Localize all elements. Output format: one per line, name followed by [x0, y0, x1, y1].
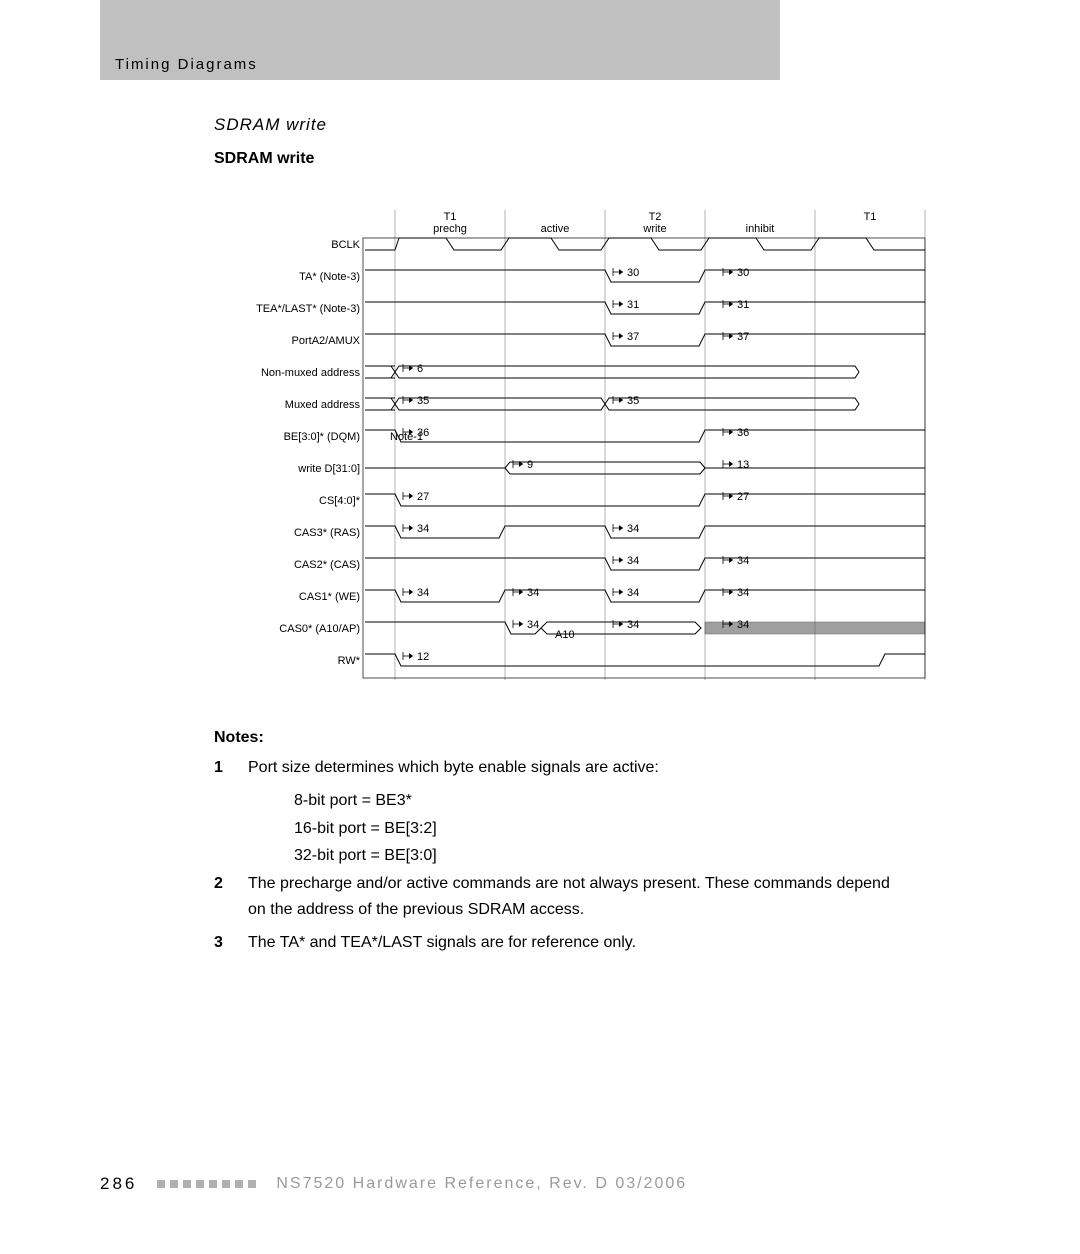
svg-text:CAS3* (RAS): CAS3* (RAS) [294, 527, 360, 539]
svg-text:6: 6 [417, 363, 423, 375]
svg-text:inhibit: inhibit [746, 223, 775, 235]
svg-text:34: 34 [627, 619, 639, 631]
svg-text:BE[3:0]* (DQM): BE[3:0]* (DQM) [284, 431, 360, 443]
svg-text:34: 34 [737, 555, 749, 567]
svg-text:31: 31 [627, 299, 639, 311]
svg-text:Non-muxed address: Non-muxed address [261, 367, 361, 379]
svg-text:T1: T1 [444, 211, 457, 223]
svg-text:A10: A10 [555, 629, 575, 641]
svg-text:CS[4:0]*: CS[4:0]* [319, 495, 361, 507]
svg-text:37: 37 [737, 331, 749, 343]
svg-text:27: 27 [737, 491, 749, 503]
svg-text:write D[31:0]: write D[31:0] [297, 463, 360, 475]
svg-text:34: 34 [527, 587, 539, 599]
note-item: 2The precharge and/or active commands ar… [214, 871, 904, 922]
svg-text:RW*: RW* [338, 655, 361, 667]
svg-text:PortA2/AMUX: PortA2/AMUX [292, 335, 361, 347]
svg-text:34: 34 [737, 587, 749, 599]
svg-text:31: 31 [737, 299, 749, 311]
svg-text:12: 12 [417, 651, 429, 663]
note-sub: 16-bit port = BE[3:2] [294, 816, 904, 842]
section-title-italic: SDRAM write [214, 115, 327, 135]
footer-text: NS7520 Hardware Reference, Rev. D 03/200… [276, 1175, 687, 1193]
svg-text:36: 36 [417, 427, 429, 439]
footer-squares [157, 1180, 256, 1188]
section-title-bold: SDRAM write [214, 150, 314, 168]
svg-text:13: 13 [737, 459, 749, 471]
note-sub: 8-bit port = BE3* [294, 788, 904, 814]
timing-diagram: T1prechgactiveT2writeinhibitT1BCLKTA* (N… [195, 210, 935, 690]
svg-text:27: 27 [417, 491, 429, 503]
svg-text:T2: T2 [649, 211, 662, 223]
svg-text:TEA*/LAST* (Note-3): TEA*/LAST* (Note-3) [256, 303, 360, 315]
note-sub: 32-bit port = BE[3:0] [294, 843, 904, 869]
svg-text:9: 9 [527, 459, 533, 471]
notes-section: Notes: 1Port size determines which byte … [214, 725, 904, 964]
svg-text:37: 37 [627, 331, 639, 343]
svg-text:active: active [541, 223, 570, 235]
svg-text:34: 34 [417, 523, 429, 535]
svg-text:TA* (Note-3): TA* (Note-3) [299, 271, 360, 283]
svg-text:36: 36 [737, 427, 749, 439]
svg-text:write: write [642, 223, 666, 235]
svg-text:34: 34 [627, 587, 639, 599]
note-item: 1Port size determines which byte enable … [214, 755, 904, 781]
svg-text:34: 34 [627, 523, 639, 535]
svg-text:30: 30 [737, 267, 749, 279]
svg-text:CAS2* (CAS): CAS2* (CAS) [294, 559, 360, 571]
notes-heading: Notes: [214, 725, 904, 751]
svg-text:35: 35 [627, 395, 639, 407]
svg-text:34: 34 [417, 587, 429, 599]
svg-text:prechg: prechg [433, 223, 467, 235]
footer: 286 NS7520 Hardware Reference, Rev. D 03… [100, 1174, 687, 1194]
svg-text:Muxed address: Muxed address [285, 399, 361, 411]
svg-text:30: 30 [627, 267, 639, 279]
header-section: Timing Diagrams [115, 56, 258, 73]
svg-text:34: 34 [627, 555, 639, 567]
svg-text:CAS1* (WE): CAS1* (WE) [299, 591, 360, 603]
note-item: 3The TA* and TEA*/LAST signals are for r… [214, 930, 904, 956]
svg-text:BCLK: BCLK [331, 239, 360, 251]
svg-text:34: 34 [737, 619, 749, 631]
svg-text:T1: T1 [864, 211, 877, 223]
svg-text:34: 34 [527, 619, 539, 631]
svg-text:CAS0* (A10/AP): CAS0* (A10/AP) [279, 623, 360, 635]
page-number: 286 [100, 1174, 137, 1194]
svg-text:35: 35 [417, 395, 429, 407]
